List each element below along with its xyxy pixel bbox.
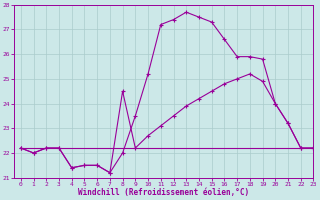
X-axis label: Windchill (Refroidissement éolien,°C): Windchill (Refroidissement éolien,°C) [78, 188, 250, 197]
